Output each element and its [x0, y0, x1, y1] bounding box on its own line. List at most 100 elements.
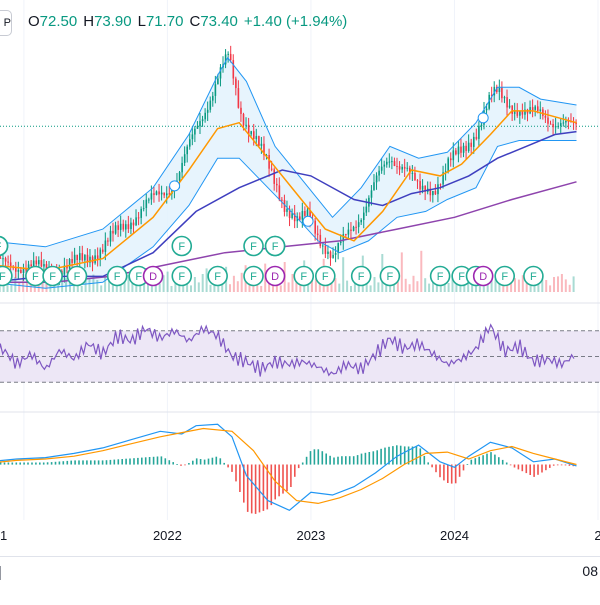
range-start-marker[interactable]	[0, 566, 1, 580]
macd-histogram-bar	[321, 451, 324, 465]
date-range-label: 08	[582, 563, 598, 579]
earnings-marker[interactable]: F	[494, 265, 516, 287]
earnings-marker[interactable]: F	[293, 265, 315, 287]
dividend-marker[interactable]: D	[142, 265, 164, 287]
earnings-marker-circle	[243, 265, 264, 287]
volume-bar	[420, 250, 423, 292]
earnings-marker[interactable]: F	[243, 265, 264, 287]
earnings-marker[interactable]: F	[523, 265, 544, 287]
candle-body	[240, 107, 242, 114]
candle-body	[268, 155, 270, 169]
volume-bar	[560, 274, 563, 292]
macd-histogram-bar	[290, 464, 292, 487]
volume-bar	[506, 281, 509, 292]
macd-histogram-bar	[431, 464, 433, 468]
x-axis-tick-label: 2024	[440, 528, 469, 543]
volume-bar	[295, 279, 298, 292]
earnings-marker[interactable]: F	[264, 235, 286, 257]
volume-bar	[549, 285, 552, 292]
candle-body	[350, 229, 352, 231]
candle-body	[94, 255, 96, 264]
earnings-marker[interactable]: F	[243, 235, 264, 257]
volume-bar	[428, 283, 431, 292]
earnings-marker-circle	[429, 265, 451, 287]
dividend-marker[interactable]: D	[472, 265, 494, 287]
symbol-toggle-button[interactable]: P	[0, 10, 12, 36]
macd-histogram-bar	[113, 459, 116, 465]
macd-histogram-bar	[305, 456, 308, 465]
earnings-marker[interactable]: F	[66, 265, 88, 287]
volume-bar	[166, 271, 169, 292]
macd-histogram-bar	[219, 458, 222, 465]
candle-body	[199, 121, 201, 127]
low-label: L	[137, 13, 146, 30]
macd-histogram-bar	[360, 453, 363, 465]
earnings-marker[interactable]: F	[171, 265, 193, 287]
earnings-marker[interactable]: F	[0, 235, 9, 257]
candle-body	[373, 182, 375, 191]
volume-bar	[291, 274, 294, 292]
earnings-marker-label: F	[114, 271, 121, 283]
earnings-marker[interactable]: F	[0, 265, 13, 287]
macd-histogram-bar	[490, 452, 492, 465]
candle-body	[332, 254, 334, 258]
macd-histogram-bar	[148, 457, 151, 465]
volume-bar	[459, 284, 462, 292]
earnings-marker-circle	[66, 265, 88, 287]
volume-bar	[373, 277, 376, 292]
earnings-marker-label: F	[49, 271, 56, 283]
macd-histogram-bar	[509, 464, 512, 466]
candle-body	[450, 158, 452, 161]
earnings-marker[interactable]: F	[429, 265, 451, 287]
earnings-marker-circle	[106, 265, 128, 287]
macd-histogram-bar	[478, 456, 480, 465]
earnings-marker[interactable]: F	[207, 265, 228, 287]
earnings-marker[interactable]: F	[379, 265, 401, 287]
earnings-marker[interactable]: F	[42, 265, 63, 287]
candle-body	[247, 124, 250, 135]
dividend-marker-circle	[472, 265, 494, 287]
macd-histogram-bar	[82, 460, 84, 465]
earnings-marker[interactable]: F	[25, 265, 46, 287]
dividend-marker-label: D	[479, 271, 487, 283]
close-value: 73.40	[200, 13, 238, 30]
volume-bar	[525, 280, 528, 292]
earnings-marker[interactable]: F	[171, 235, 193, 257]
volume-bar	[18, 282, 21, 292]
volume-bar	[568, 284, 571, 292]
macd-histogram-bar	[93, 460, 96, 465]
earnings-marker[interactable]: F	[350, 265, 372, 287]
macd-histogram-bar	[35, 462, 37, 465]
volume-bar	[334, 278, 337, 292]
candle-body	[365, 206, 368, 213]
high-label: H	[83, 13, 95, 30]
rsi-line	[0, 323, 575, 377]
macd-histogram-bar	[215, 456, 218, 465]
candle-body	[112, 230, 114, 234]
candle-body	[281, 199, 283, 201]
candle-body	[547, 117, 549, 124]
earnings-marker[interactable]: F	[314, 265, 336, 287]
candle-body	[63, 265, 66, 275]
macd-histogram-bar	[70, 460, 72, 465]
earnings-marker-label: F	[300, 271, 307, 283]
candle-body	[242, 113, 245, 126]
earnings-marker-circle	[0, 265, 13, 287]
macd-histogram-bar	[133, 458, 135, 465]
candle-body	[194, 128, 196, 135]
macd-histogram-bar	[172, 462, 174, 465]
candle-body	[327, 251, 329, 254]
volume-bar	[553, 277, 555, 292]
candle-body	[401, 166, 403, 170]
volume-bar	[108, 276, 110, 292]
volume-bar	[45, 278, 48, 292]
earnings-marker[interactable]: F	[106, 265, 128, 287]
volume-bar	[174, 277, 177, 292]
earnings-marker-label: F	[178, 241, 185, 253]
candle-body	[163, 192, 165, 196]
candle-body	[549, 123, 552, 125]
dividend-marker[interactable]: D	[264, 265, 286, 287]
x-axis-tick-label: 2022	[153, 528, 182, 543]
